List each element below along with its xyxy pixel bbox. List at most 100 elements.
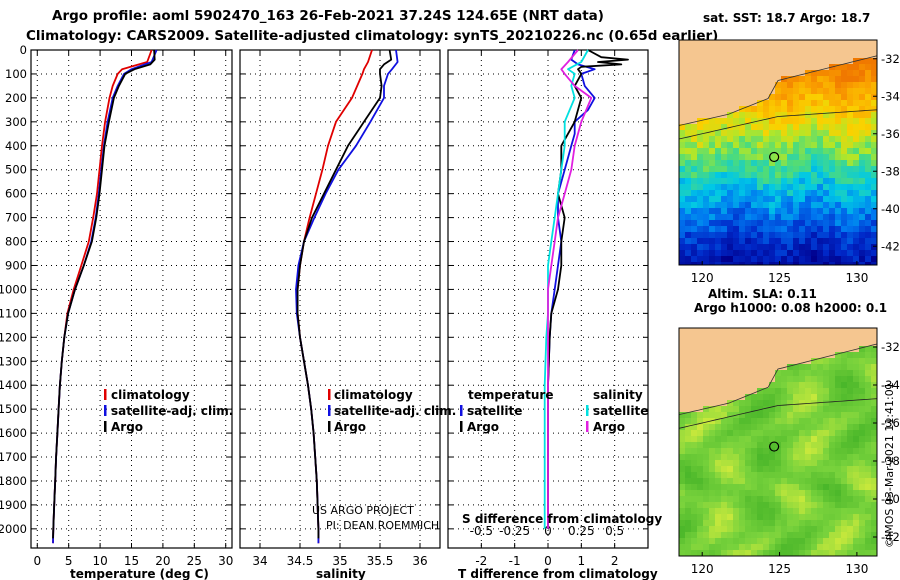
legend-argo-label: Argo xyxy=(111,420,143,434)
map-cell xyxy=(847,448,853,454)
map-cell xyxy=(775,226,781,232)
map-cell xyxy=(835,388,841,394)
map-cell xyxy=(781,184,787,190)
map-cell xyxy=(835,100,841,106)
map-cell xyxy=(739,94,745,100)
map-cell xyxy=(763,256,769,262)
map-cell xyxy=(709,442,715,448)
map-cell xyxy=(685,448,691,454)
map-cell xyxy=(721,208,727,214)
map-cell xyxy=(787,334,793,340)
map-cell xyxy=(859,214,865,220)
map-cell xyxy=(715,328,721,334)
map-cell xyxy=(745,430,751,436)
map-cell xyxy=(739,364,745,370)
map-cell xyxy=(781,124,787,130)
map-cell xyxy=(817,118,823,124)
map-cell xyxy=(757,100,763,106)
map-cell xyxy=(769,454,775,460)
map-cell xyxy=(865,88,871,94)
map-cell xyxy=(859,538,865,544)
map-cell xyxy=(721,160,727,166)
map-cell xyxy=(787,538,793,544)
map-cell xyxy=(811,352,817,358)
series-line-argo xyxy=(296,49,393,539)
map-cell xyxy=(835,226,841,232)
map-cell xyxy=(739,130,745,136)
map-cell xyxy=(865,214,871,220)
map-cell xyxy=(721,544,727,550)
map-cell xyxy=(679,172,685,178)
map-cell xyxy=(763,202,769,208)
map-cell xyxy=(805,250,811,256)
map-cell xyxy=(685,256,691,262)
map-cell xyxy=(733,364,739,370)
map-cell xyxy=(805,124,811,130)
map-cell xyxy=(799,340,805,346)
map-cell xyxy=(787,46,793,52)
map-cell xyxy=(787,148,793,154)
map-cell xyxy=(805,208,811,214)
map-cell xyxy=(847,94,853,100)
map-cell xyxy=(823,232,829,238)
map-cell xyxy=(685,82,691,88)
map-cell xyxy=(679,250,685,256)
map-cell xyxy=(775,382,781,388)
project-line-1: US ARGO PROJECT xyxy=(312,504,414,517)
map-cell xyxy=(691,76,697,82)
map-cell xyxy=(817,100,823,106)
map-cell xyxy=(697,334,703,340)
map-cell xyxy=(775,538,781,544)
map-cell xyxy=(781,370,787,376)
map-cell xyxy=(679,394,685,400)
map-cell xyxy=(799,172,805,178)
map-cell xyxy=(787,430,793,436)
map-cell xyxy=(799,106,805,112)
map-cell xyxy=(727,130,733,136)
map-cell xyxy=(811,172,817,178)
map-cell xyxy=(691,82,697,88)
map-cell xyxy=(841,514,847,520)
map-cell xyxy=(757,388,763,394)
map-cell xyxy=(709,400,715,406)
map-cell xyxy=(733,454,739,460)
map-cell xyxy=(829,214,835,220)
map-cell xyxy=(799,100,805,106)
map-cell xyxy=(715,418,721,424)
map-cell xyxy=(769,238,775,244)
map-cell xyxy=(775,262,781,265)
map-cell xyxy=(763,394,769,400)
map-cell xyxy=(781,436,787,442)
map-cell xyxy=(835,250,841,256)
map-cell xyxy=(829,148,835,154)
map-cell xyxy=(781,202,787,208)
map-cell xyxy=(685,538,691,544)
map-cell xyxy=(733,478,739,484)
map-cell xyxy=(823,340,829,346)
map-cell xyxy=(739,436,745,442)
map-cell xyxy=(817,40,823,46)
map-cell xyxy=(763,94,769,100)
map-cell xyxy=(793,340,799,346)
map-cell xyxy=(745,142,751,148)
map-cell xyxy=(679,190,685,196)
map-cell xyxy=(679,550,685,556)
map-cell xyxy=(691,376,697,382)
map-cell xyxy=(745,70,751,76)
map-cell xyxy=(739,100,745,106)
map-cell xyxy=(835,406,841,412)
map-cell xyxy=(763,46,769,52)
map-cell xyxy=(703,154,709,160)
map-cell xyxy=(805,88,811,94)
map-cell xyxy=(721,190,727,196)
map-cell xyxy=(715,148,721,154)
map-cell xyxy=(679,118,685,124)
map-cell xyxy=(769,340,775,346)
map-cell xyxy=(745,154,751,160)
project-line-2: PI: DEAN ROEMMICH xyxy=(326,519,439,532)
map-cell xyxy=(721,538,727,544)
map-cell xyxy=(865,238,871,244)
map-cell xyxy=(871,514,877,520)
map-cell xyxy=(727,358,733,364)
difference-legend: temperature satellite Argo salinity sate… xyxy=(460,388,662,526)
